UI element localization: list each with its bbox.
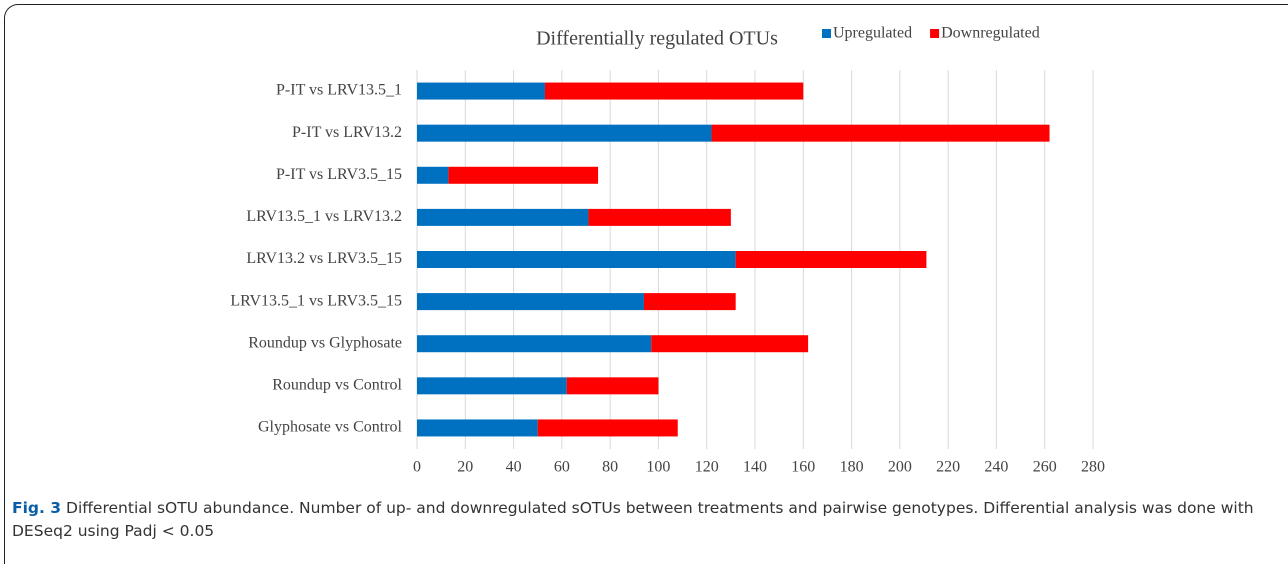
y-tick-label: LRV13.5_1 vs LRV3.5_15	[230, 292, 402, 309]
legend-label: Upregulated	[833, 25, 912, 42]
bar-segment	[417, 208, 589, 226]
bar-segment	[566, 377, 659, 395]
x-tick-label: 40	[506, 459, 522, 476]
bar-segment	[643, 293, 736, 311]
bar-segment	[417, 419, 538, 437]
caption: Fig. 3 Differential sOTU abundance. Numb…	[12, 497, 1280, 543]
bar-segment	[711, 124, 1050, 142]
x-tick-label: 140	[743, 459, 767, 476]
bar-segment	[417, 293, 644, 311]
bar-segment	[417, 166, 449, 184]
y-tick-label: LRV13.2 vs LRV3.5_15	[246, 250, 402, 267]
y-tick-label: Roundup vs Control	[272, 377, 402, 394]
figure-frame	[4, 4, 1288, 564]
x-tick-label: 200	[888, 459, 912, 476]
bar-segment	[651, 335, 809, 353]
chart: Differentially regulated OTUs 0 20 40 60 80 1…	[230, 25, 1105, 476]
bar-segment	[417, 377, 567, 395]
x-tick-label: 160	[791, 459, 815, 476]
y-tick-label: P-IT vs LRV13.5_1	[276, 82, 402, 99]
x-tick-label: 80	[602, 459, 618, 476]
y-tick-label: P-IT vs LRV3.5_15	[276, 166, 402, 183]
page: Differentially regulated OTUs 0 20 40 60 80 1…	[4, 4, 1288, 564]
bar-segment	[417, 124, 712, 142]
bar-segment	[544, 82, 804, 100]
x-tick-label: 180	[840, 459, 864, 476]
bar-segment	[735, 251, 927, 268]
x-tick-label: 100	[646, 459, 670, 476]
bar-segment	[417, 335, 652, 353]
x-tick-label: 220	[936, 459, 960, 476]
caption-text: Differential sOTU abundance. Number of u…	[12, 499, 1254, 540]
bar-segment	[588, 208, 731, 226]
legend-swatch	[822, 29, 831, 38]
x-tick-label: 20	[457, 459, 473, 476]
x-tick-label: 120	[695, 459, 719, 476]
legend-swatch	[930, 29, 940, 38]
x-tick-label: 260	[1033, 459, 1057, 476]
y-tick-label: Glyphosate vs Control	[258, 419, 403, 436]
bar-segment	[448, 166, 599, 184]
caption-label: Fig. 3	[12, 499, 62, 517]
y-tick-label: LRV13.5_1 vs LRV13.2	[246, 208, 402, 225]
y-tick-label: P-IT vs LRV13.2	[292, 124, 402, 141]
x-tick-label: 60	[554, 459, 570, 476]
bar-segment	[417, 82, 545, 100]
legend-label: Downregulated	[941, 25, 1040, 42]
x-tick-label: 240	[984, 459, 1008, 476]
y-tick-label: Roundup vs Glyphosate	[248, 334, 402, 351]
bar-segment	[417, 251, 736, 268]
x-tick-label: 280	[1081, 459, 1105, 476]
bar-segment	[537, 419, 678, 437]
chart-title: Differentially regulated OTUs	[536, 28, 778, 50]
x-tick-label: 0	[413, 459, 421, 476]
